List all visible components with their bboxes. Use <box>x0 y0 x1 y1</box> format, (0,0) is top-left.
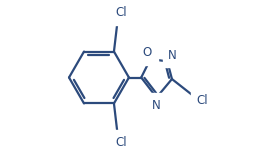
Text: O: O <box>143 46 152 59</box>
Text: N: N <box>168 49 177 62</box>
Text: Cl: Cl <box>197 94 209 107</box>
Text: N: N <box>152 99 160 112</box>
Text: Cl: Cl <box>115 7 127 20</box>
Text: Cl: Cl <box>115 135 127 148</box>
